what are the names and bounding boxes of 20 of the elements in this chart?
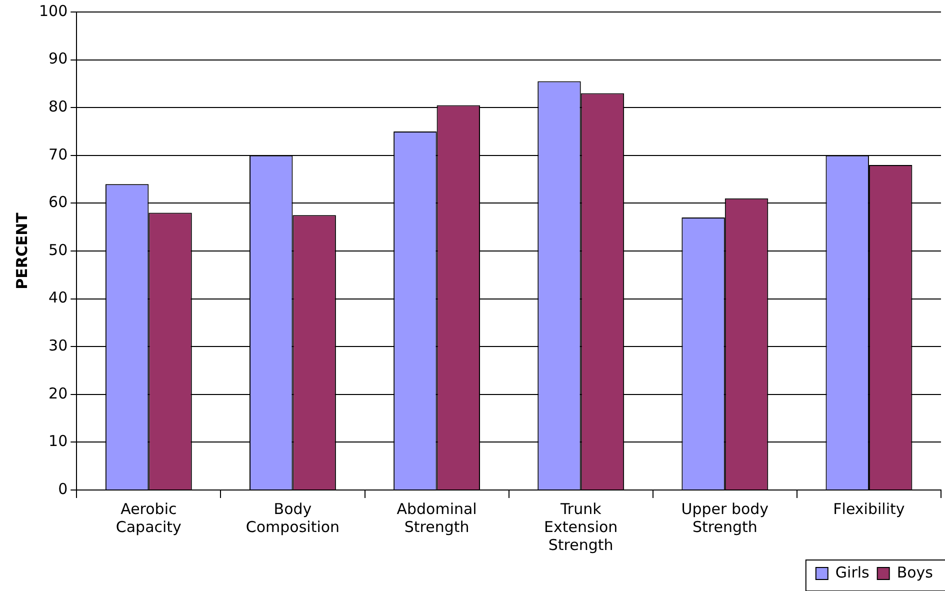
x-tick-label: Flexibility <box>833 500 905 518</box>
y-tick-label: 40 <box>48 288 68 307</box>
x-tick-label: Aerobic Capacity <box>116 500 182 536</box>
y-tick-label: 10 <box>48 432 68 450</box>
y-tick-label: 60 <box>48 193 68 212</box>
y-tick-label: 20 <box>48 384 68 402</box>
y-tick-label: 100 <box>38 2 68 20</box>
legend-label: Girls <box>835 563 870 582</box>
x-tick-label: Abdominal Strength <box>396 500 477 536</box>
legend-label: Boys <box>896 563 934 582</box>
y-tick-label: 90 <box>48 50 68 68</box>
y-tick-label: 70 <box>48 145 68 164</box>
y-tick-label: 30 <box>48 336 68 354</box>
x-tick-label: Upper body Strength <box>681 500 769 536</box>
y-axis-title: PERCENT <box>12 212 31 290</box>
y-tick-label: 0 <box>58 480 68 498</box>
y-tick-label: 80 <box>48 97 68 116</box>
y-tick-label: 50 <box>48 240 68 259</box>
x-tick-label: Trunk Extension Strength <box>544 500 618 554</box>
x-tick-label: Body Composition <box>246 500 340 536</box>
